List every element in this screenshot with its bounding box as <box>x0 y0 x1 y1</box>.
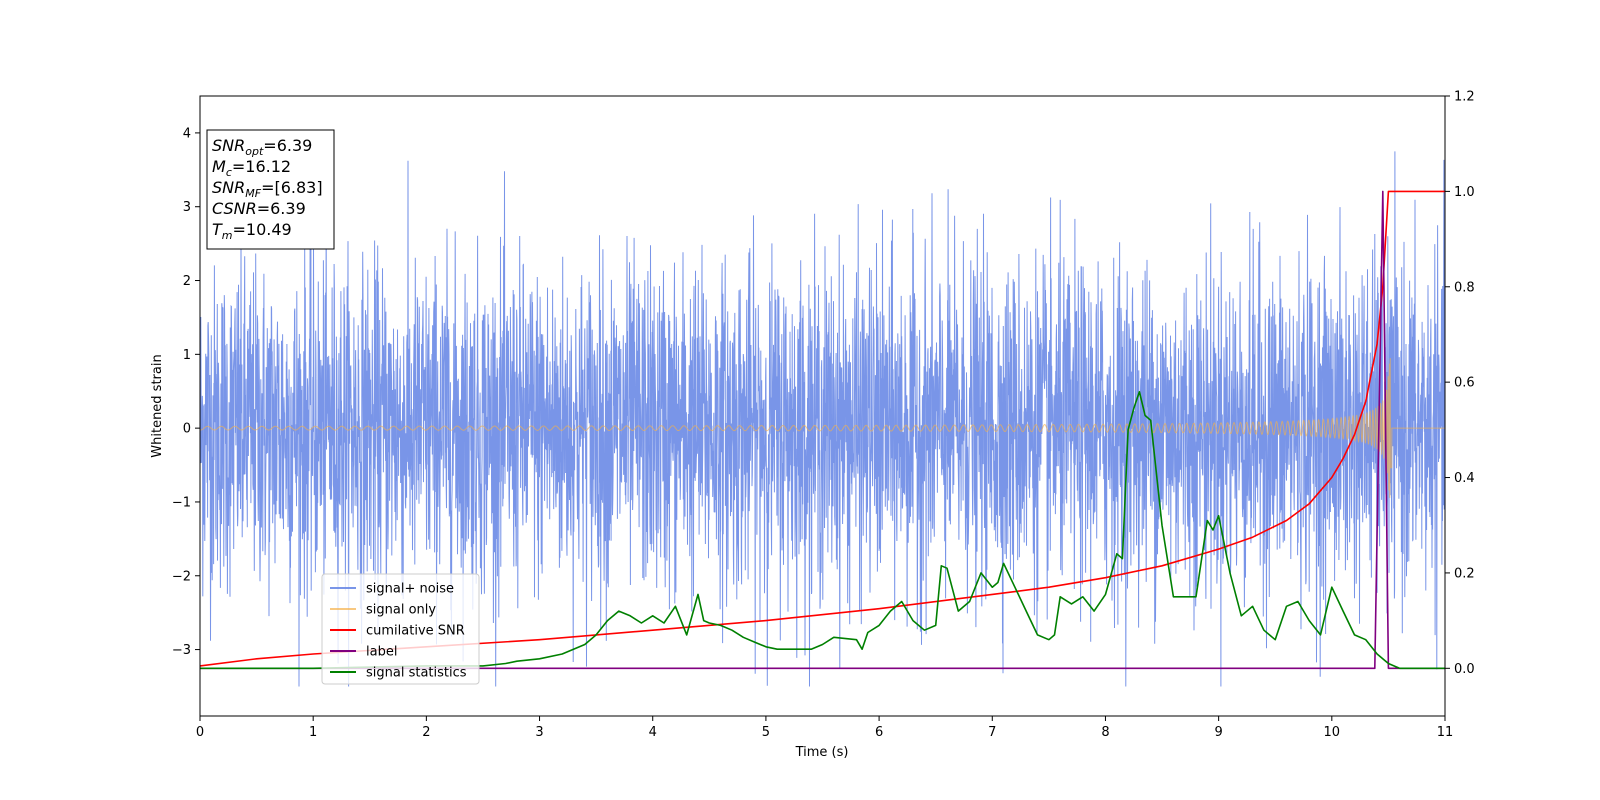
y-right-tick-label: 1.0 <box>1454 185 1475 200</box>
y-axis-left-label: Whitened strain <box>150 354 165 457</box>
series-layer <box>200 151 1445 687</box>
x-tick-label: 2 <box>422 725 430 740</box>
x-tick-label: 11 <box>1437 725 1454 740</box>
y-axis-left: −3 −2 −1 0 1 2 3 4 <box>172 126 200 658</box>
series-cumulative-snr-line <box>200 190 1445 667</box>
series-signal-noise-line <box>200 151 1445 687</box>
plot-frame <box>199 95 1446 717</box>
info-box-line: SNRMF=[6.83] <box>212 178 323 200</box>
x-tick-label: 9 <box>1214 725 1222 740</box>
legend-entry-label: signal only <box>366 603 436 618</box>
x-tick-label: 0 <box>196 725 204 740</box>
y-left-tick-label: 1 <box>183 348 191 363</box>
y-left-tick-label: 4 <box>183 126 191 141</box>
series-signal-only-line <box>200 358 1445 498</box>
y-left-tick-label: −1 <box>172 495 191 510</box>
x-axis-label: Time (s) <box>795 745 849 760</box>
legend-frame <box>321 573 480 685</box>
series-signal-statistics-line <box>200 390 1445 670</box>
x-tick-label: 4 <box>649 725 657 740</box>
info-box-line: Mc=16.12 <box>212 157 291 179</box>
info-box-frame <box>206 129 335 250</box>
y-left-tick-label: −3 <box>172 643 191 658</box>
info-box: SNRopt=6.39Mc=16.12SNRMF=[6.83]CSNR=6.39… <box>206 129 335 250</box>
y-right-tick-label: 0.8 <box>1454 280 1475 295</box>
legend-entry-label: signal+ noise <box>366 582 454 597</box>
x-tick-label: 8 <box>1101 725 1109 740</box>
y-right-tick-label: 0.0 <box>1454 662 1475 677</box>
x-tick-label: 3 <box>535 725 543 740</box>
y-axis-right: 0.0 0.2 0.4 0.6 0.8 1.0 1.2 <box>1445 90 1475 677</box>
x-tick-label: 6 <box>875 725 883 740</box>
y-right-tick-label: 1.2 <box>1454 90 1475 105</box>
x-tick-label: 10 <box>1324 725 1341 740</box>
y-right-tick-label: 0.6 <box>1454 376 1475 391</box>
legend-entry-label: cumilative SNR <box>366 624 465 639</box>
y-right-tick-label: 0.2 <box>1454 566 1475 581</box>
legend-entry-label: signal statistics <box>366 666 467 681</box>
x-tick-label: 5 <box>762 725 770 740</box>
x-tick-label: 1 <box>309 725 317 740</box>
y-right-tick-label: 0.4 <box>1454 471 1475 486</box>
info-box-line: CSNR=6.39 <box>212 199 306 218</box>
info-box-line: SNRopt=6.39 <box>212 136 312 158</box>
info-box-line: Tm=10.49 <box>212 220 292 242</box>
y-left-tick-label: 3 <box>183 200 191 215</box>
legend-entry-label: label <box>366 645 397 660</box>
legend: signal+ noise signal only cumilative SNR la… <box>321 573 480 685</box>
y-left-tick-label: 0 <box>183 422 191 437</box>
x-tick-label: 7 <box>988 725 996 740</box>
y-left-tick-label: −2 <box>172 569 191 584</box>
x-axis: 0 1 2 3 4 5 6 7 8 9 10 11 <box>196 716 1453 740</box>
y-left-tick-label: 2 <box>183 274 191 289</box>
